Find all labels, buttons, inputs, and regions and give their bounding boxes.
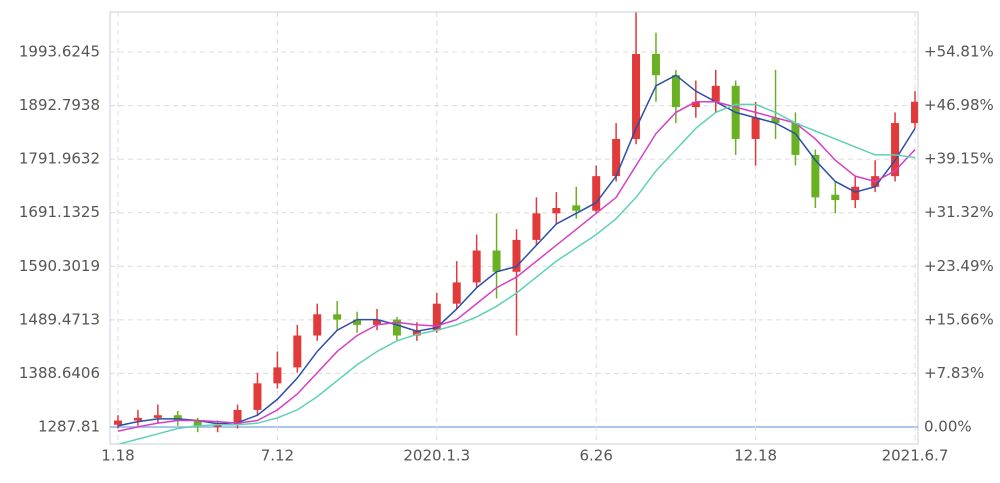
candle-body — [632, 53, 641, 139]
candle-body — [711, 85, 720, 102]
candle-body — [911, 101, 918, 124]
candle-body — [133, 417, 142, 421]
candle-body — [492, 250, 501, 272]
candle-body — [532, 213, 541, 240]
moving-average-line — [117, 103, 916, 444]
moving-average-line — [117, 101, 916, 432]
x-tick-label: 2021.6.7 — [882, 447, 949, 465]
y-tick-label: 1791.9632 — [19, 150, 100, 168]
candle-body — [432, 303, 441, 331]
y2-tick-label: +31.32% — [924, 203, 994, 221]
candle-body — [552, 208, 561, 214]
y-tick-label: 1590.3019 — [19, 257, 100, 275]
candle-body — [313, 314, 322, 336]
candle-body — [373, 319, 382, 325]
candle-body — [851, 186, 860, 201]
y2-tick-label: +39.15% — [924, 150, 994, 168]
plot-frame — [109, 11, 919, 445]
candle-body — [612, 138, 621, 177]
y-tick-label: 1892.7938 — [19, 96, 100, 114]
x-tick-label: 7.12 — [261, 447, 294, 465]
y2-tick-label: +54.81% — [924, 43, 994, 61]
y-tick-label: 1489.4713 — [19, 310, 100, 328]
y-tick-label: 1388.6406 — [19, 364, 100, 382]
candle-body — [791, 123, 800, 155]
candle-body — [472, 250, 481, 283]
y2-tick-label: +23.49% — [924, 257, 994, 275]
candle-body — [193, 420, 202, 426]
candle-body — [691, 101, 700, 108]
x-tick-label: 12.18 — [734, 447, 777, 465]
candle-body — [412, 330, 421, 336]
y2-tick-label: +15.66% — [924, 310, 994, 328]
candle-body — [333, 314, 342, 320]
candle-body — [771, 117, 780, 124]
candle-body — [651, 53, 660, 76]
y2-tick-label: +46.98% — [924, 96, 994, 114]
candle-body — [253, 383, 262, 410]
y2-tick-label: +7.83% — [924, 364, 984, 382]
plot-area — [114, 12, 918, 444]
x-tick-label: 2020.1.3 — [403, 447, 470, 465]
candle-body — [213, 424, 222, 427]
candle-body — [273, 367, 282, 384]
candle-body — [572, 205, 581, 211]
y2-tick-label: 0.00% — [924, 417, 972, 435]
candle-body — [891, 123, 900, 177]
candle-body — [452, 282, 461, 304]
y-tick-label: 1993.6245 — [19, 43, 100, 61]
candle-body — [831, 194, 840, 201]
candle-body — [153, 415, 162, 418]
candle-body — [671, 75, 680, 108]
y-tick-label: 1287.81 — [38, 417, 100, 435]
labels: 1287.81 1388.6406 1489.4713 1590.3019 1691.1… — [19, 43, 994, 465]
candle-body — [233, 409, 242, 425]
grid — [110, 12, 918, 444]
candle-body — [392, 319, 401, 336]
candle-body — [293, 335, 302, 368]
candle-body — [512, 239, 521, 272]
moving-average-line — [117, 74, 916, 427]
x-tick-label: 6.26 — [579, 447, 612, 465]
candle-body — [173, 415, 182, 421]
candle-body — [353, 319, 362, 325]
candle-body — [811, 154, 820, 198]
candle-body — [592, 176, 601, 211]
x-tick-label: 1.18 — [101, 447, 134, 465]
y-tick-label: 1691.1325 — [19, 203, 100, 221]
candle-body — [751, 117, 760, 139]
candle-body — [114, 420, 122, 425]
